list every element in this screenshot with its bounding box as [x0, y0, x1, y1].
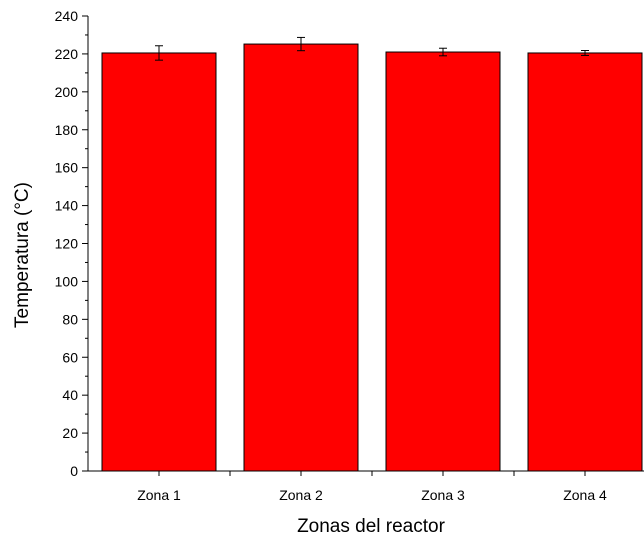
x-tick-label: Zona 4 [563, 487, 607, 503]
y-tick-label: 140 [55, 198, 79, 214]
x-axis: Zona 1 Zona 2 Zona 3 Zona 4 [88, 470, 644, 503]
bar [527, 52, 643, 472]
y-tick-label: 100 [55, 273, 79, 289]
y-tick-label: 60 [62, 349, 78, 365]
y-tick-label: 200 [55, 84, 79, 100]
x-axis-title: Zonas del reactor [297, 516, 446, 535]
y-tick-label: 220 [55, 46, 79, 62]
bar [243, 43, 359, 472]
y-tick-label: 40 [62, 387, 78, 403]
y-tick-label: 160 [55, 160, 79, 176]
x-tick-label: Zona 2 [279, 487, 323, 503]
y-tick-label: 20 [62, 425, 78, 441]
y-tick-label: 240 [55, 8, 79, 24]
y-axis-title: Temperatura (°C) [12, 182, 33, 328]
y-tick-label: 180 [55, 122, 79, 138]
y-axis: 0 20 40 60 80 100 120 140 160 180 200 220 240 [55, 8, 89, 479]
y-tick-label: 120 [55, 236, 79, 252]
x-tick-label: Zona 3 [421, 487, 465, 503]
y-tick-label: 0 [70, 463, 78, 479]
bar [101, 52, 217, 472]
x-tick-label: Zona 1 [137, 487, 181, 503]
bars [101, 43, 643, 472]
y-tick-label: 80 [62, 311, 78, 327]
bar [385, 51, 501, 472]
error-bars [155, 36, 589, 61]
